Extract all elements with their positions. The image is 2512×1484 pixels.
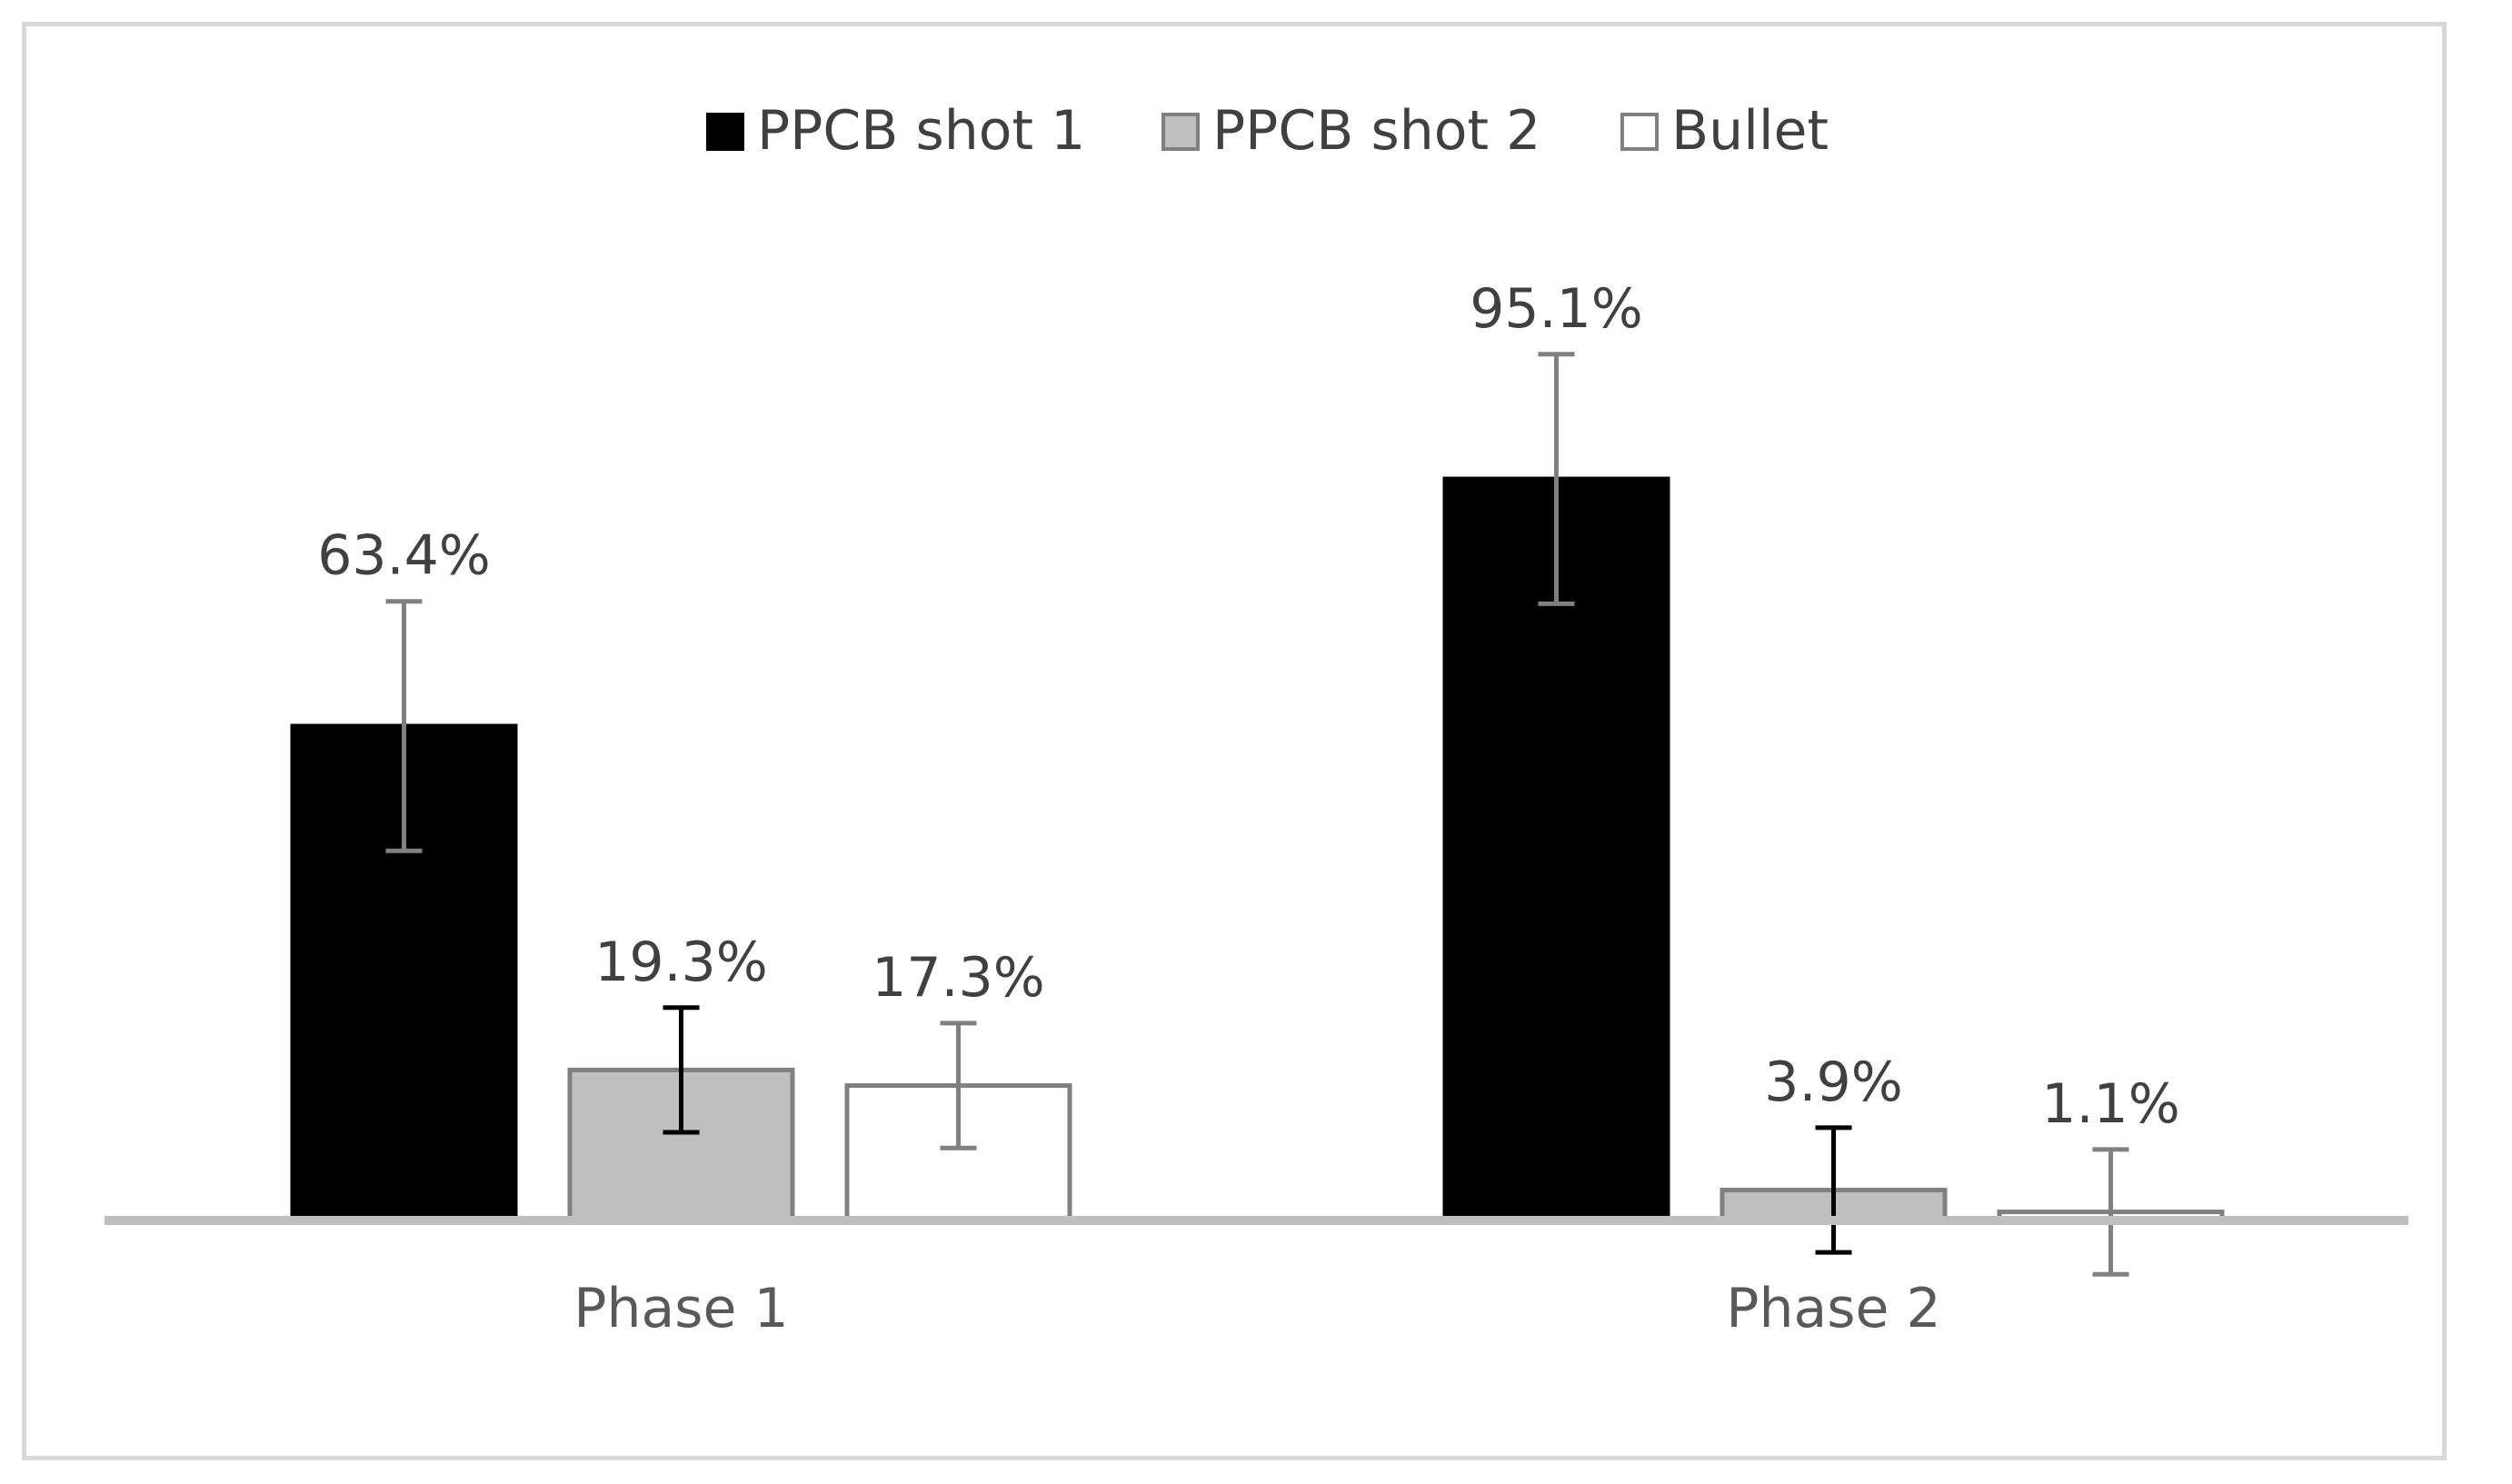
bars bbox=[290, 476, 2225, 1223]
error-bar-1-2 bbox=[1538, 352, 1575, 606]
category-label-2: Phase 2 bbox=[1726, 1277, 1940, 1340]
legend-label-1: PPCB shot 1 bbox=[757, 99, 1085, 163]
legend-label-2: PPCB shot 2 bbox=[1212, 99, 1540, 163]
category-labels: Phase 1 Phase 2 bbox=[573, 1277, 1940, 1340]
error-bars bbox=[385, 352, 2129, 1277]
bar-3-1 bbox=[844, 1083, 1072, 1223]
error-bar-1-1 bbox=[385, 599, 423, 853]
legend-swatch-3 bbox=[1620, 113, 1659, 151]
error-bar-3-2 bbox=[2092, 1147, 2129, 1277]
error-bar-2-1 bbox=[663, 1005, 700, 1135]
data-label-3-1: 17.3% bbox=[872, 946, 1045, 1010]
legend: PPCB shot 1 PPCB shot 2 Bullet bbox=[706, 99, 1829, 163]
legend-swatch-1 bbox=[706, 113, 744, 151]
category-label-1: Phase 1 bbox=[573, 1277, 788, 1340]
data-labels: 63.4% 19.3% 17.3% 95.1% 3.9% 1.1% bbox=[317, 277, 2180, 1136]
data-label-2-2: 3.9% bbox=[1764, 1051, 1902, 1114]
data-label-1-1: 63.4% bbox=[317, 524, 491, 588]
error-bar-3-1 bbox=[940, 1021, 977, 1150]
error-bar-2-2 bbox=[1815, 1125, 1852, 1255]
legend-swatch-2 bbox=[1161, 113, 1200, 151]
data-label-3-2: 1.1% bbox=[2041, 1072, 2179, 1136]
data-label-1-2: 95.1% bbox=[1470, 277, 1643, 341]
legend-label-3: Bullet bbox=[1671, 99, 1829, 163]
data-label-2-1: 19.3% bbox=[594, 931, 768, 994]
